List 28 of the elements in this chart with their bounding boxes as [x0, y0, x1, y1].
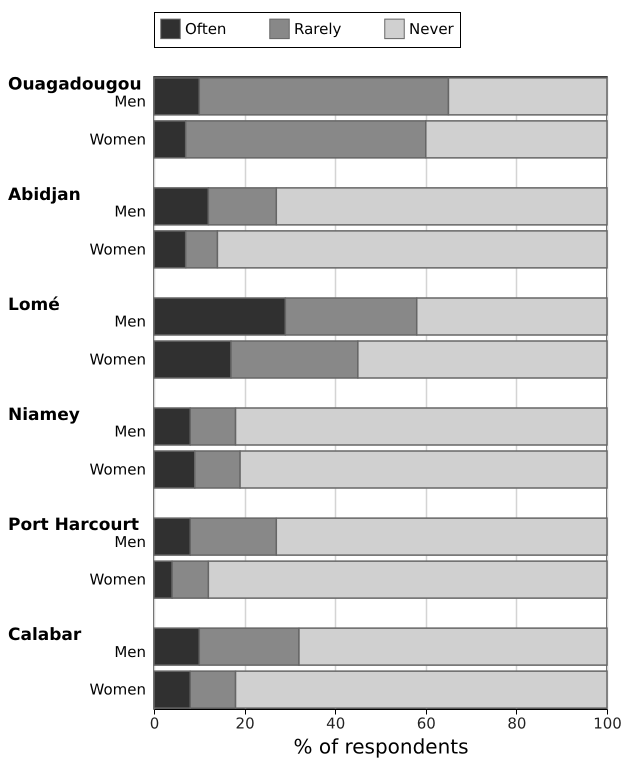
text: Lomé — [8, 294, 60, 315]
text: Abidjan — [8, 184, 81, 205]
y-tick-label: Women — [90, 350, 146, 368]
text: Niamey — [8, 404, 80, 425]
text: Ouagadougou — [8, 74, 142, 95]
y-tick-label: Women — [90, 240, 146, 258]
legend-label: Never — [409, 20, 455, 38]
y-tick-label: Men — [114, 532, 146, 551]
y-tick-label: Men — [114, 202, 146, 221]
text: Port Harcourt — [8, 514, 140, 535]
text: Calabar — [8, 625, 82, 646]
y-tick-label: Women — [90, 130, 146, 148]
legend-label: Rarely — [294, 20, 342, 38]
x-tick-label: 20 — [236, 714, 255, 732]
x-tick-label: 60 — [416, 714, 436, 732]
x-tick-label: 100 — [593, 714, 622, 732]
x-tick-label: 80 — [507, 714, 526, 732]
y-tick-label: Men — [114, 312, 146, 331]
y-tick-label: Women — [90, 680, 146, 699]
legend-label: Often — [185, 20, 226, 38]
y-tick-label: Women — [90, 460, 146, 479]
x-tick-label: 40 — [326, 714, 346, 732]
y-tick-label: Men — [114, 642, 146, 661]
x-tick-label: 0 — [150, 714, 160, 732]
y-tick-label: Men — [114, 422, 146, 441]
y-tick-label: Women — [90, 570, 146, 589]
y-tick-label: Men — [114, 92, 146, 111]
x-axis-title: % of respondents — [293, 734, 469, 758]
